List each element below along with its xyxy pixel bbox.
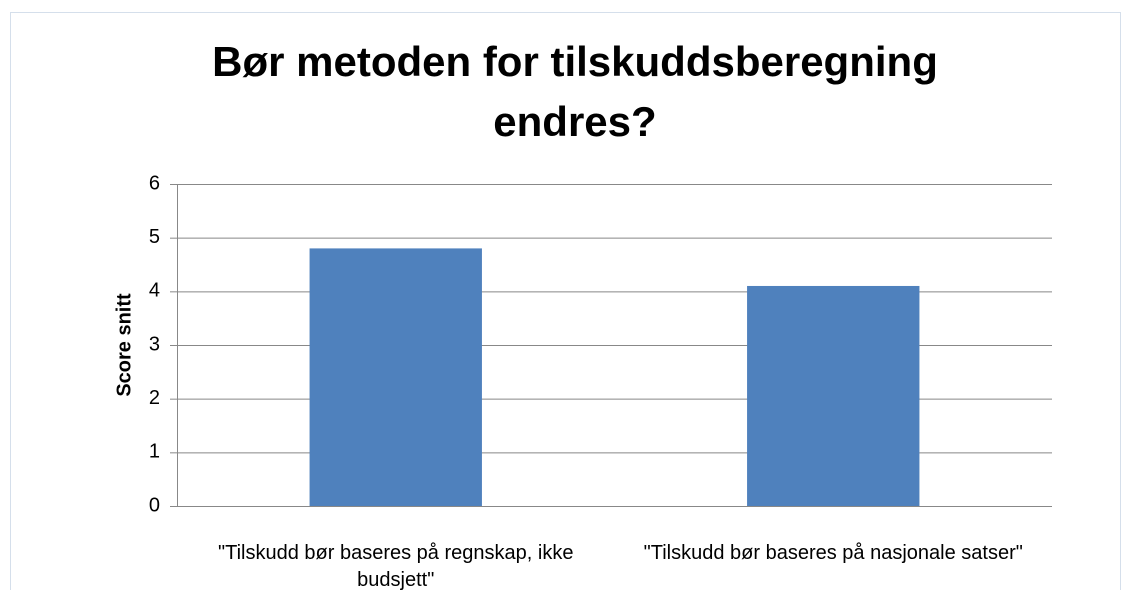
chart-border: [10, 12, 1121, 590]
chart-title: Bør metoden for tilskuddsberegning endre…: [212, 38, 938, 145]
y-tick-label: 0: [149, 494, 160, 516]
x-tick-label: "Tilskudd bør baseres på regnskap, ikke …: [218, 542, 574, 590]
x-tick-label: "Tilskudd bør baseres på nasjonale satse…: [643, 542, 1023, 564]
y-tick-label: 3: [149, 333, 160, 355]
y-axis-label: Score snitt: [113, 293, 135, 397]
y-tick-label: 5: [149, 226, 160, 248]
y-tick-label: 6: [149, 172, 160, 194]
y-tick-label: 1: [149, 441, 160, 463]
bar: [309, 248, 482, 506]
y-tick-label: 2: [149, 387, 160, 409]
y-tick-label: 4: [149, 280, 160, 302]
bar: [747, 285, 920, 506]
